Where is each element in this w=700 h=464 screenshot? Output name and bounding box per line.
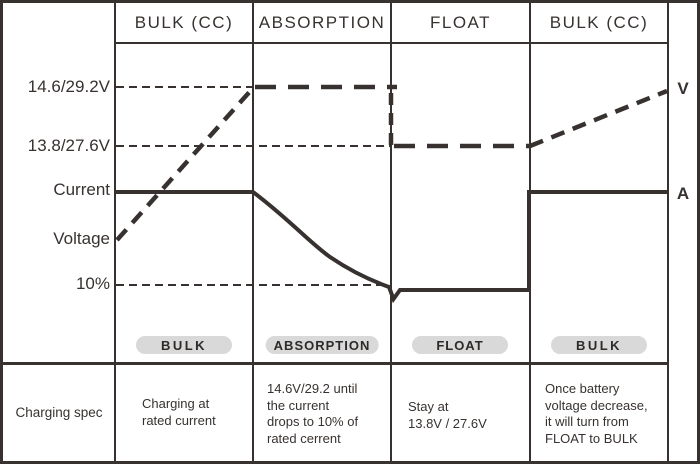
spec-cell-bulk-2: Once battery voltage decrease, it will t… [545,381,648,447]
stage-header-absorption: ABSORPTION [258,13,386,32]
spec-cell-bulk-1: Charging at rated current [142,396,216,429]
stage-pill-bulk-2: BULK [551,336,647,354]
unit-label-amps: A [676,184,690,203]
axis-label-ten-percent: 10% [75,274,110,293]
spec-line: Stay at [408,399,449,414]
spec-line: 14.6V/29.2 until [267,381,358,396]
current-curve [115,190,668,304]
spec-line: Charging at [142,396,210,411]
stage-pill-bulk-1: BULK [136,336,232,354]
axis-label-float-voltage: 13.8/27.6V [27,136,110,155]
axis-label-voltage: Voltage [53,229,110,248]
spec-line: Once battery [545,381,620,396]
axis-label-current: Current [53,180,110,199]
voltage-curve-segment [115,86,255,242]
spec-cell-absorption: 14.6V/29.2 until the current drops to 10… [267,381,358,447]
stage-header-bulk-cc-1: BULK (CC) [134,13,234,32]
axis-label-absorption-voltage: 14.6/29.2V [27,77,110,96]
spec-line: rated current [142,412,216,428]
voltage-curve-segment [529,88,668,149]
spec-line: voltage decrease, [545,397,648,413]
spec-line: 13.8V / 27.6V [408,415,487,431]
spec-line: FLOAT to BULK [545,430,638,446]
spec-line: the current [267,397,330,413]
spec-line: rated cerrent [267,430,341,446]
stage-header-float: FLOAT [429,13,492,32]
spec-cell-float: Stay at 13.8V / 27.6V [408,399,487,432]
stage-pill-float: FLOAT [412,336,508,354]
spec-line: it will turn from [545,414,629,429]
unit-label-volts: V [677,79,689,98]
spec-line: drops to 10% of [267,414,359,429]
stage-header-bulk-cc-2: BULK (CC) [549,13,649,32]
stage-pill-absorption: ABSORPTION [265,336,379,354]
spec-row-label: Charging spec [15,405,103,420]
